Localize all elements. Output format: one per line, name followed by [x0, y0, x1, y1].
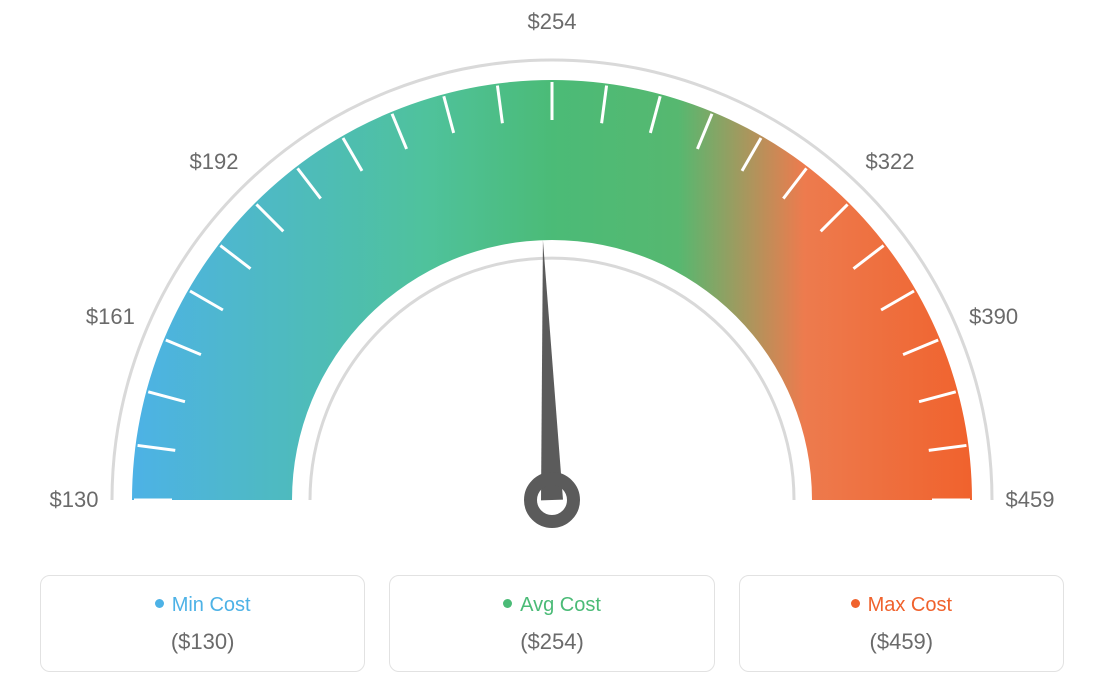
gauge-tick-label: $254	[528, 9, 577, 35]
min-cost-dot	[155, 599, 164, 608]
min-cost-title: Min Cost	[41, 594, 364, 617]
avg-cost-dot	[503, 599, 512, 608]
summary-cards: Min Cost ($130) Avg Cost ($254) Max Cost…	[40, 575, 1064, 672]
max-cost-card: Max Cost ($459)	[739, 575, 1064, 672]
max-cost-title: Max Cost	[740, 594, 1063, 617]
min-cost-label: Min Cost	[172, 594, 251, 616]
gauge-tick-label: $192	[190, 149, 239, 175]
avg-cost-card: Avg Cost ($254)	[389, 575, 714, 672]
gauge-tick-label: $130	[50, 487, 99, 513]
max-cost-dot	[851, 599, 860, 608]
avg-cost-label: Avg Cost	[520, 594, 601, 616]
gauge-tick-label: $390	[969, 304, 1018, 330]
gauge-needle	[541, 240, 563, 500]
gauge-tick-label: $459	[1006, 487, 1055, 513]
min-cost-value: ($130)	[41, 629, 364, 655]
max-cost-value: ($459)	[740, 629, 1063, 655]
avg-cost-value: ($254)	[390, 629, 713, 655]
gauge-svg	[0, 0, 1104, 560]
min-cost-card: Min Cost ($130)	[40, 575, 365, 672]
gauge-tick-label: $322	[866, 149, 915, 175]
max-cost-label: Max Cost	[868, 594, 952, 616]
avg-cost-title: Avg Cost	[390, 594, 713, 617]
cost-gauge: $130 $161 $192 $254 $322 $390 $459	[0, 0, 1104, 560]
gauge-tick-label: $161	[86, 304, 135, 330]
